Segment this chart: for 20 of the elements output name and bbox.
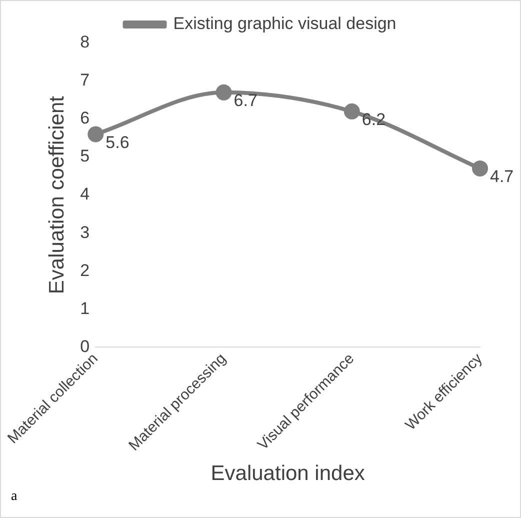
point [88, 126, 104, 142]
y-tick-label: 6 [80, 108, 90, 128]
y-tick-label: 8 [80, 32, 90, 52]
point [216, 84, 232, 100]
y-tick-label: 2 [80, 260, 90, 280]
data-label: 5.6 [106, 132, 130, 152]
y-axis-title: Evaluation coefficient [45, 96, 68, 294]
point [344, 103, 360, 120]
y-tick-label: 0 [80, 336, 90, 356]
y-tick-label: 7 [80, 70, 90, 90]
data-label: 6.7 [234, 91, 258, 110]
y-tick-label: 4 [80, 184, 90, 204]
y-tick-label: 5 [80, 146, 90, 166]
data-label: 4.7 [490, 167, 514, 186]
text: a [11, 489, 18, 505]
point [472, 160, 488, 176]
y-tick-label: 1 [80, 298, 90, 318]
y-tick-label: 3 [80, 222, 90, 242]
x-axis-title: Evaluation index [210, 462, 366, 486]
legend-label: Existing graphic visual design [173, 14, 396, 34]
